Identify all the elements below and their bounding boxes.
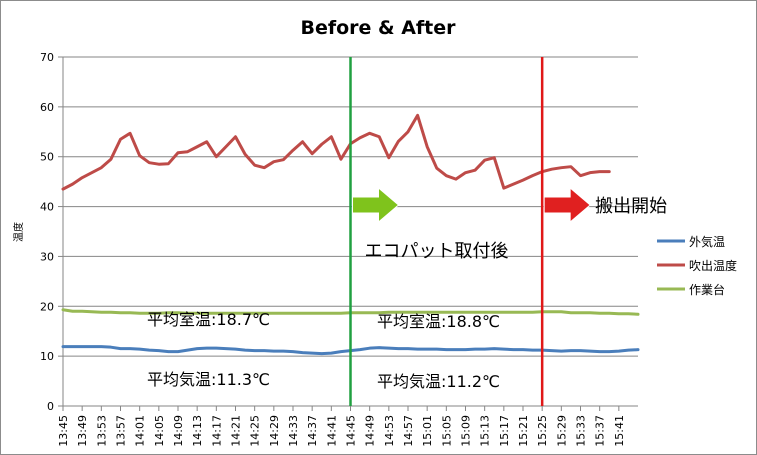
y-tick-label: 30 — [40, 250, 54, 263]
y-tick-label: 70 — [40, 51, 54, 64]
x-tick-label: 15:21 — [517, 415, 530, 447]
x-tick-label: 14:13 — [191, 415, 204, 447]
legend-label-outdoor: 外気温 — [689, 234, 725, 249]
x-tick-label: 14:01 — [134, 415, 147, 447]
x-tick-label: 13:57 — [115, 415, 128, 447]
x-tick-label: 13:49 — [76, 415, 89, 447]
legend-item-outlet: 吹出温度 — [657, 258, 737, 273]
y-tick-label: 60 — [40, 101, 54, 114]
x-tick-label: 14:37 — [306, 415, 319, 447]
marker-arrow-0 — [352, 186, 400, 224]
legend-label-workbench: 作業台 — [689, 282, 725, 297]
x-tick-label: 14:33 — [287, 415, 300, 447]
legend-item-workbench: 作業台 — [657, 282, 725, 297]
x-tick-label: 14:41 — [325, 415, 338, 447]
annotation-avg-room-after: 平均室温:18.8℃ — [377, 312, 500, 331]
x-tick-label: 13:53 — [95, 415, 108, 447]
y-tick-label: 10 — [40, 350, 54, 363]
y-tick-label: 0 — [47, 400, 54, 413]
y-tick-label: 50 — [40, 151, 54, 164]
x-tick-label: 15:37 — [594, 415, 607, 447]
marker-arrow-1 — [543, 186, 591, 224]
x-tick-label: 15:09 — [460, 415, 473, 447]
chart-title: Before & After — [300, 17, 456, 39]
x-tick-label: 14:25 — [249, 415, 262, 447]
legend: 外気温 吹出温度 作業台 — [657, 234, 737, 297]
y-axis-ticks: 0 10 20 30 40 50 60 70 — [40, 51, 63, 413]
x-tick-label: 15:13 — [479, 415, 492, 447]
x-axis-ticks: 13:45 13:49 13:53 13:57 14:01 14:05 14:09 14:13… — [57, 406, 626, 447]
x-tick-label: 14:29 — [268, 415, 281, 447]
y-tick-label: 20 — [40, 300, 54, 313]
x-tick-label: 14:45 — [345, 415, 358, 447]
x-tick-label: 15:01 — [421, 415, 434, 447]
x-tick-label: 15:17 — [498, 415, 511, 447]
y-axis-label: 温度 — [12, 222, 25, 242]
x-tick-label: 15:33 — [575, 415, 588, 447]
series-line-1 — [61, 113, 611, 191]
marker-label-0: エコパット取付後 — [365, 241, 509, 262]
x-tick-label: 15:29 — [555, 415, 568, 447]
x-tick-label: 14:49 — [364, 415, 377, 447]
x-tick-label: 13:45 — [57, 415, 70, 447]
y-tick-label: 40 — [40, 201, 54, 214]
x-tick-label: 15:41 — [613, 415, 626, 447]
event-markers: エコパット取付後 搬出開始 — [349, 57, 667, 406]
x-tick-label: 14:57 — [402, 415, 415, 447]
marker-label-1: 搬出開始 — [595, 196, 667, 217]
annotation-avg-room-before: 平均室温:18.7℃ — [147, 310, 270, 329]
annotation-avg-outdoor-before: 平均気温:11.3℃ — [147, 370, 270, 389]
x-tick-label: 15:25 — [536, 415, 549, 447]
x-tick-label: 14:53 — [383, 415, 396, 447]
x-tick-label: 15:05 — [440, 415, 453, 447]
x-tick-label: 14:05 — [153, 415, 166, 447]
x-tick-label: 14:09 — [172, 415, 185, 447]
legend-label-outlet: 吹出温度 — [689, 258, 737, 273]
legend-item-outdoor: 外気温 — [657, 234, 725, 249]
x-tick-label: 14:17 — [210, 415, 223, 447]
annotation-avg-outdoor-after: 平均気温:11.2℃ — [377, 372, 500, 391]
x-tick-label: 14:21 — [230, 415, 243, 447]
annotations: 平均室温:18.7℃ 平均気温:11.3℃ 平均室温:18.8℃ 平均気温:11… — [147, 310, 500, 391]
